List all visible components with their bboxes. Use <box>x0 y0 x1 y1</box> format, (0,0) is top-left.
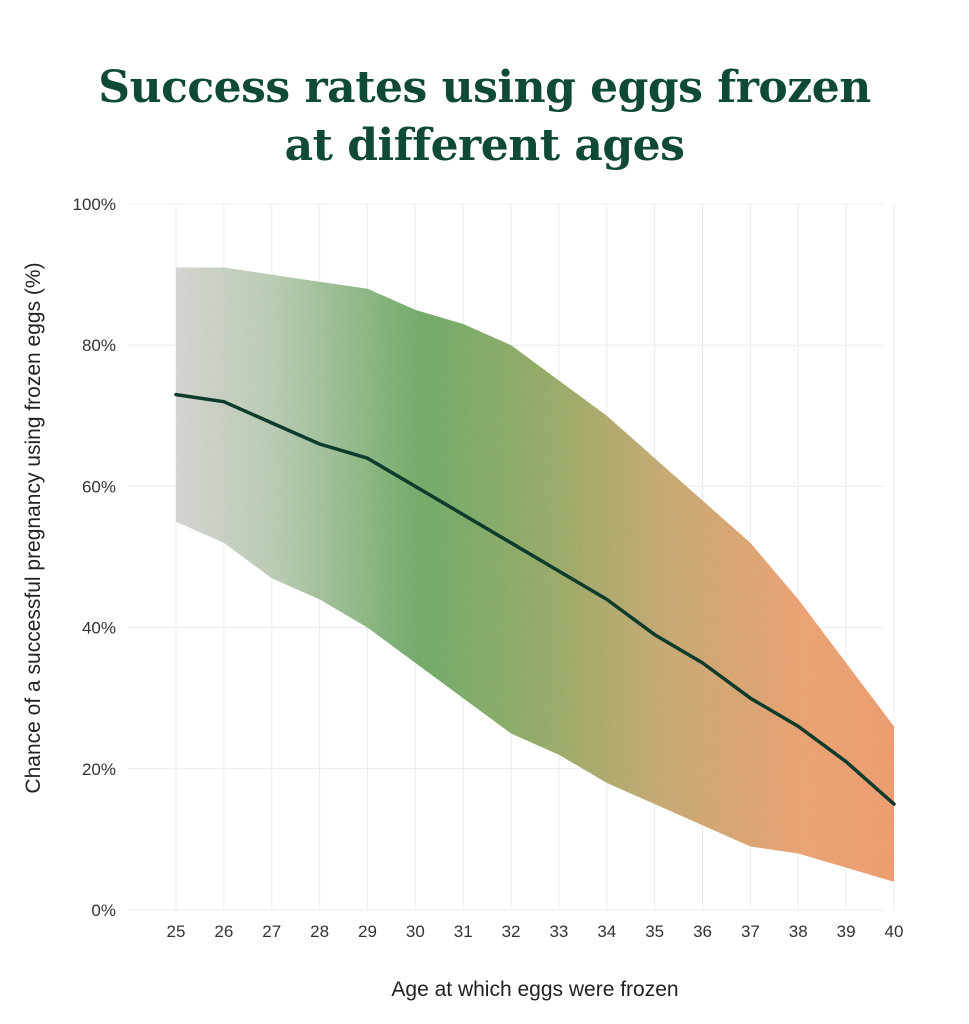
average-point-40 <box>892 802 896 806</box>
x-tick-label-30: 30 <box>406 922 425 941</box>
average-point-34 <box>605 597 609 601</box>
y-tick-label-4: 80% <box>82 336 116 355</box>
x-axis-ticks: 25 26 27 28 29 30 31 32 33 34 35 36 37 38 39 40 <box>167 922 904 941</box>
x-tick-label-32: 32 <box>502 922 521 941</box>
x-tick-label-33: 33 <box>549 922 568 941</box>
x-axis-label: Age at which eggs were frozen <box>391 978 678 1001</box>
y-tick-label-5: 100% <box>73 195 116 214</box>
average-point-38 <box>796 724 800 728</box>
average-line <box>174 392 896 806</box>
average-point-39 <box>844 760 848 764</box>
average-point-33 <box>557 569 561 573</box>
x-tick-label-29: 29 <box>358 922 377 941</box>
y-axis-label: Chance of a successful pregnancy using f… <box>22 262 45 793</box>
average-point-36 <box>701 661 705 665</box>
x-tick-label-27: 27 <box>262 922 281 941</box>
average-point-27 <box>270 421 274 425</box>
y-tick-label-1: 20% <box>82 760 116 779</box>
x-tick-label-31: 31 <box>454 922 473 941</box>
x-tick-label-25: 25 <box>167 922 186 941</box>
x-tick-label-28: 28 <box>310 922 329 941</box>
x-tick-label-34: 34 <box>597 922 616 941</box>
x-tick-label-39: 39 <box>837 922 856 941</box>
y-axis-ticks: 0% 20% 40% 60% 80% 100% <box>73 195 116 920</box>
chart-title-line-2: at different ages <box>284 120 685 172</box>
x-tick-label-36: 36 <box>693 922 712 941</box>
y-tick-label-2: 40% <box>82 619 116 638</box>
y-tick-label-0: 0% <box>91 901 116 920</box>
average-point-25 <box>174 393 178 397</box>
average-point-37 <box>748 696 752 700</box>
x-tick-label-38: 38 <box>789 922 808 941</box>
chart-title: Success rates using eggs frozen at diffe… <box>0 59 969 175</box>
x-tick-label-40: 40 <box>885 922 904 941</box>
range-band-area <box>176 267 894 882</box>
average-point-28 <box>318 442 322 446</box>
chart-title-line-1: Success rates using eggs frozen <box>98 62 871 114</box>
y-tick-label-3: 60% <box>82 477 116 496</box>
average-point-26 <box>222 400 226 404</box>
success-range-band <box>176 267 894 882</box>
average-point-35 <box>653 633 657 637</box>
average-point-30 <box>413 484 417 488</box>
x-tick-label-37: 37 <box>741 922 760 941</box>
x-tick-label-26: 26 <box>214 922 233 941</box>
x-tick-label-35: 35 <box>645 922 664 941</box>
average-point-32 <box>509 541 513 545</box>
average-point-31 <box>461 513 465 517</box>
average-point-29 <box>365 456 369 460</box>
average-line-layer <box>174 392 896 806</box>
